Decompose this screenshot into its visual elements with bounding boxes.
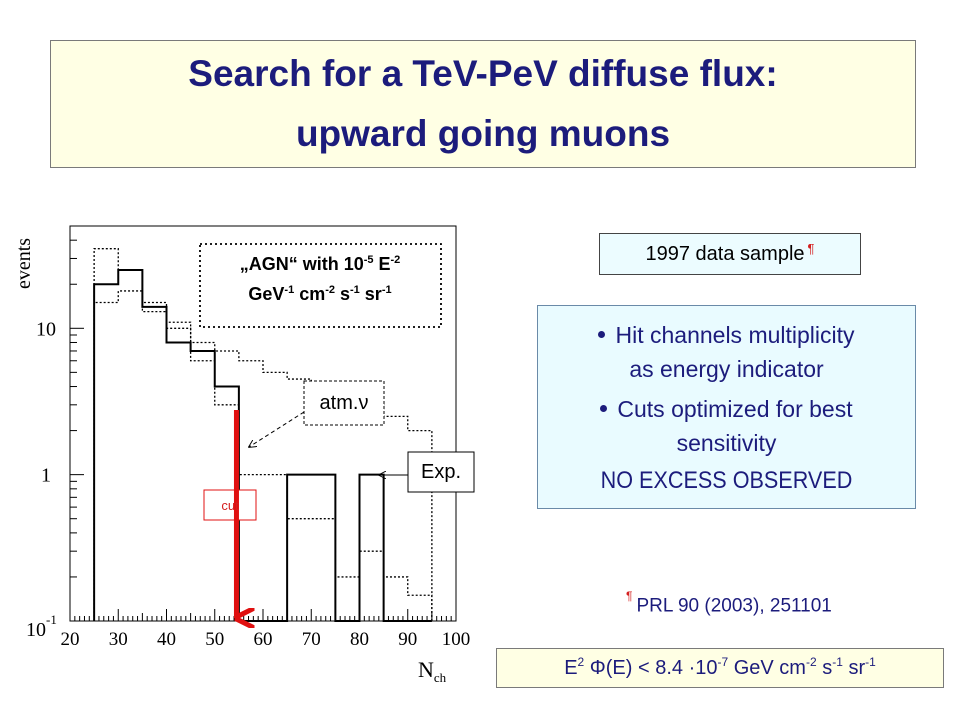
atm-nu-label: atm.ν <box>319 391 369 414</box>
y-tick-label: 1 <box>41 465 51 487</box>
atm-pointer-arrow <box>249 411 305 447</box>
limit-exp-1: -7 <box>717 655 729 669</box>
limit-times: ·10 <box>688 656 718 679</box>
agn-exp-2: -2 <box>390 254 401 266</box>
x-tick-label: 100 <box>442 629 471 650</box>
agn-text-3: GeV <box>248 284 285 304</box>
bullet-1-text-1: Hit channels multiplicity <box>615 322 855 348</box>
agn-exp-4: -2 <box>325 284 335 296</box>
agn-exp-6: -1 <box>381 284 392 296</box>
agn-text-1: „AGN“ with 10 <box>239 254 364 274</box>
agn-text-6: sr <box>359 284 382 304</box>
y-tick-exponent: -1 <box>46 612 57 627</box>
x-axis-label: Nch <box>418 657 447 685</box>
x-axis-label-sub: ch <box>434 670 447 685</box>
bullet-2-line-2: sensitivity <box>676 430 777 456</box>
title-box: Search for a TeV-PeV diffuse flux: upwar… <box>50 40 916 168</box>
x-tick-label: 40 <box>157 629 176 650</box>
x-tick-label: 70 <box>302 629 321 650</box>
bullet-1-line-1: Hit channels multiplicity <box>538 320 915 350</box>
reference-mark: ¶ <box>626 589 633 603</box>
data-sample-text: 1997 data sample <box>645 242 805 265</box>
cut-label: cut <box>221 497 239 513</box>
limit-unit-3: sr <box>848 656 866 679</box>
slide-title-line2: upward going muons <box>295 113 671 154</box>
agn-text-5: s <box>335 284 351 304</box>
agn-exp-1: -5 <box>363 254 374 266</box>
y-tick-label: 10-1 <box>26 612 57 641</box>
limit-unit-1: GeV cm <box>733 656 806 679</box>
limit-exp-3: -1 <box>832 655 843 669</box>
reference-text: PRL 90 (2003), 251101 <box>636 595 832 617</box>
x-tick-label: 90 <box>398 629 417 650</box>
data-sample-box: 1997 data sample ¶ <box>599 233 861 275</box>
bullet-1-line-2: as energy indicator <box>629 356 824 382</box>
series-exp- <box>93 269 432 622</box>
x-tick-label: 30 <box>109 629 128 650</box>
agn-exp-3: -1 <box>284 284 295 296</box>
bullet-dot-icon <box>598 331 606 339</box>
x-tick-label: 80 <box>350 629 369 650</box>
no-excess-text: NO EXCESS OBSERVED <box>600 467 853 494</box>
limit-exp-4: -1 <box>865 655 876 669</box>
limit-e-exp: 2 <box>577 655 585 669</box>
slide-title-line1: Search for a TeV-PeV diffuse flux: <box>188 53 778 94</box>
agn-label: „AGN“ with 10-5 E-2 GeV-1 cm-2 s-1 sr-1 <box>200 247 440 307</box>
bullet-2-text-1: Cuts optimized for best <box>617 396 853 422</box>
x-tick-label: 50 <box>205 629 224 650</box>
histogram-chart: 20 30 40 50 60 70 80 90 100 10-1 1 10 events Nch <box>13 225 475 685</box>
agn-text-2: E <box>373 254 391 274</box>
y-tick-labels: 10-1 1 10 <box>26 318 57 641</box>
y-tick-label: 10 <box>36 318 56 340</box>
y-axis-label: events <box>13 238 35 289</box>
agn-exp-5: -1 <box>350 284 360 296</box>
limit-e: E <box>564 656 578 679</box>
limit-unit-2: s <box>822 656 833 679</box>
limit-exp-2: -2 <box>805 655 817 669</box>
info-box: Hit channels multiplicity as energy indi… <box>537 305 916 509</box>
series-atm- <box>93 248 433 621</box>
agn-text-4: cm <box>294 284 326 304</box>
reference: ¶ PRL 90 (2003), 251101 <box>626 589 832 617</box>
x-axis-label-main: N <box>418 657 434 682</box>
bullet-dot-icon <box>600 405 608 413</box>
exp-label: Exp. <box>420 460 462 483</box>
atm-label-box <box>303 380 385 426</box>
x-tick-label: 60 <box>254 629 273 650</box>
x-tick-label: 20 <box>61 629 80 650</box>
data-sample-mark: ¶ <box>807 240 815 256</box>
agn-label-box <box>199 243 442 328</box>
cut-label-box <box>203 489 257 521</box>
exp-label-box <box>407 451 475 493</box>
x-tick-labels: 20 30 40 50 60 70 80 90 100 <box>61 629 471 650</box>
limit-phi: Φ(E) < 8.4 <box>589 656 684 679</box>
bullet-2-line-1: Cuts optimized for best <box>538 394 915 424</box>
series-agn <box>93 290 433 621</box>
